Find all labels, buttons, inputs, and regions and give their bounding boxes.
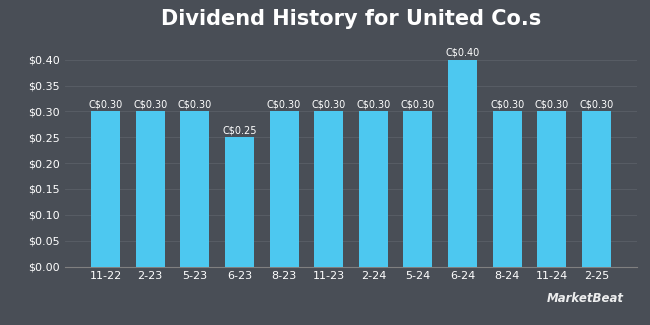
Bar	[136, 111, 164, 266]
Bar	[91, 111, 120, 266]
Text: C$0.30: C$0.30	[311, 99, 346, 109]
Text: C$0.30: C$0.30	[133, 99, 167, 109]
Bar	[270, 111, 298, 266]
Text: C$0.25: C$0.25	[222, 125, 257, 135]
Text: C$0.30: C$0.30	[401, 99, 435, 109]
Bar	[180, 111, 209, 266]
Bar	[359, 111, 388, 266]
Text: MarketBeat: MarketBeat	[547, 292, 624, 306]
Text: C$0.30: C$0.30	[267, 99, 301, 109]
Bar	[225, 137, 254, 266]
Bar	[404, 111, 432, 266]
Text: C$0.30: C$0.30	[88, 99, 123, 109]
Text: C$0.40: C$0.40	[445, 48, 480, 58]
Bar	[448, 60, 477, 266]
Text: C$0.30: C$0.30	[579, 99, 614, 109]
Bar	[538, 111, 566, 266]
Bar	[314, 111, 343, 266]
Text: C$0.30: C$0.30	[490, 99, 525, 109]
Text: C$0.30: C$0.30	[356, 99, 391, 109]
Bar	[582, 111, 611, 266]
Bar	[493, 111, 522, 266]
Text: C$0.30: C$0.30	[535, 99, 569, 109]
Text: C$0.30: C$0.30	[177, 99, 212, 109]
Title: Dividend History for United Co.s: Dividend History for United Co.s	[161, 9, 541, 29]
